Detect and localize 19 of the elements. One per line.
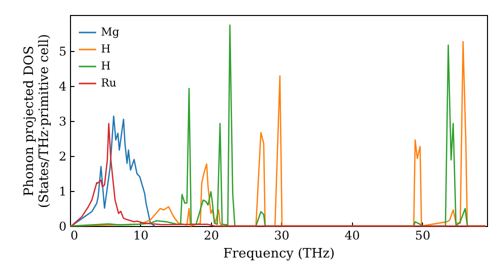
y-tick-label: 0 (58, 220, 66, 234)
legend-label: Ru (101, 76, 116, 90)
y-tick-label: 4 (58, 80, 67, 94)
legend-label: H (101, 42, 111, 56)
x-tick-label: 40 (344, 228, 360, 242)
legend-label: H (101, 60, 111, 72)
x-tick-label: 10 (133, 228, 149, 242)
y-tick-label: 2 (58, 150, 66, 164)
x-axis-title: Frequency (THz) (223, 246, 335, 262)
x-tick-label: 50 (415, 228, 430, 242)
y-tick-label: 3 (58, 114, 66, 129)
legend-label: Mg (101, 26, 120, 38)
line-series (70, 122, 486, 227)
y-tick-label: 5 (58, 44, 66, 59)
x-tick-label: 20 (204, 228, 220, 242)
y-axis-title: Phonon projected DOS (States/THz·primitive cell) (22, 34, 52, 208)
y-tick-label: 1 (58, 184, 66, 199)
x-tick-label: 0 (70, 228, 78, 242)
x-tick-label: 30 (274, 228, 290, 242)
